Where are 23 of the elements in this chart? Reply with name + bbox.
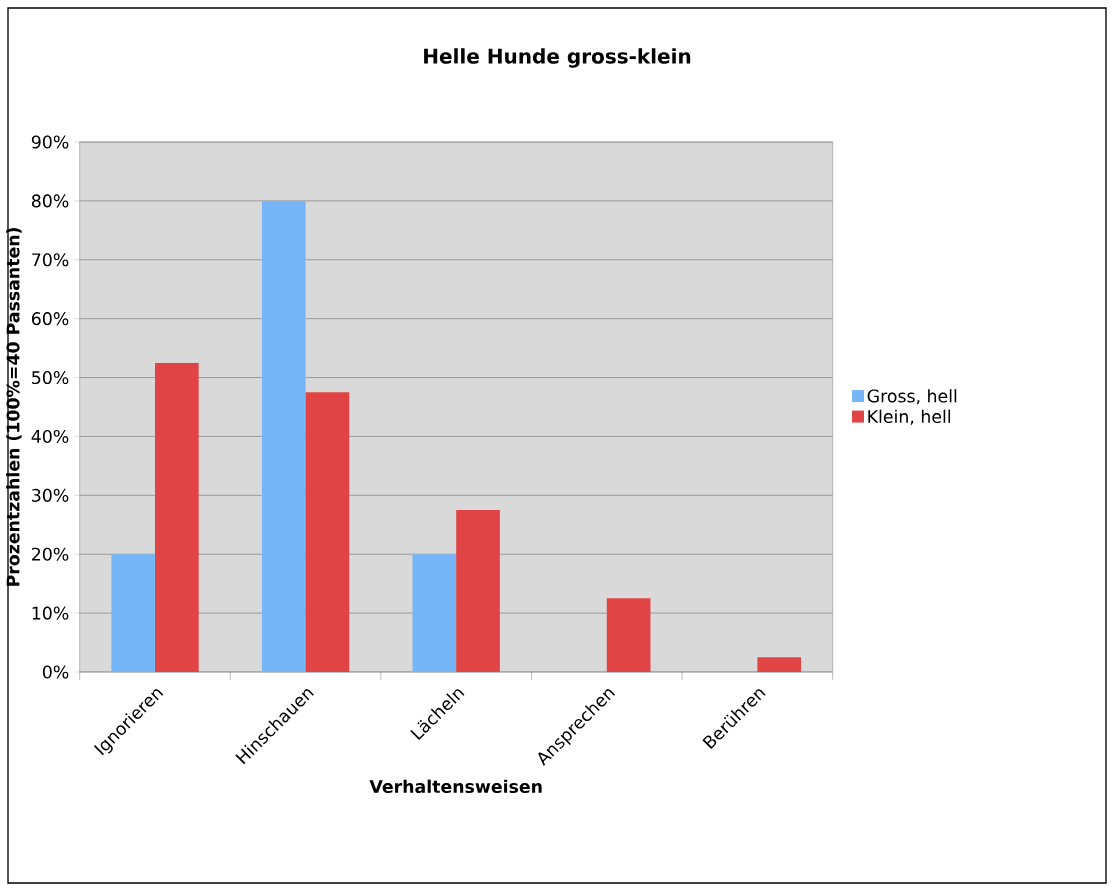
y-tick-label: 90%	[31, 135, 69, 149]
bar	[111, 554, 155, 672]
x-axis-title: Verhaltensweisen	[369, 779, 542, 794]
y-axis-title: Prozentzahlen (100%=40 Passanten)	[6, 228, 22, 586]
chart-title: Helle Hunde gross-klein	[424, 48, 691, 68]
y-tick-label: 30%	[32, 488, 69, 502]
bar	[155, 362, 199, 672]
y-tick-label: 0%	[42, 665, 69, 679]
y-tick-label: 50%	[32, 370, 69, 385]
y-tick-label: 40%	[31, 429, 69, 443]
y-tick-label: 10%	[32, 606, 69, 620]
y-tick-label: 80%	[31, 194, 69, 208]
bar	[456, 510, 500, 672]
bar	[305, 392, 350, 672]
y-tick-label: 20%	[32, 547, 69, 561]
legend-label: Klein, hell	[868, 409, 951, 425]
y-tick-label: 70%	[32, 253, 69, 267]
bar	[412, 554, 457, 672]
bar	[261, 200, 306, 672]
y-tick-label: 60%	[31, 312, 69, 326]
legend-label: Gross, hell	[867, 389, 957, 405]
bar	[606, 598, 651, 672]
bar	[757, 657, 802, 672]
